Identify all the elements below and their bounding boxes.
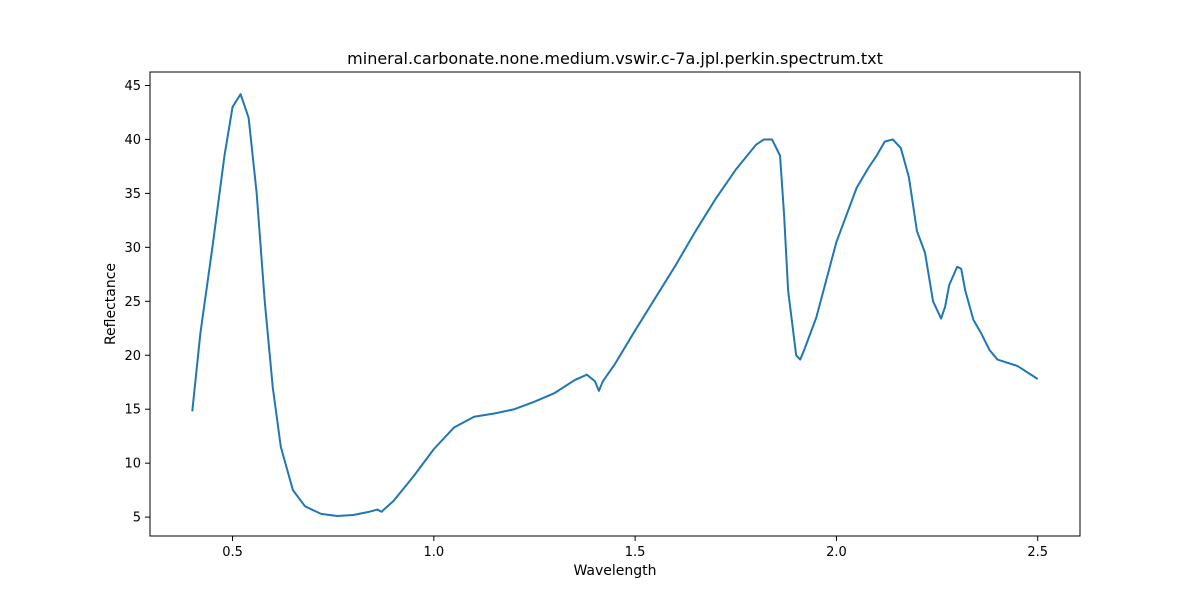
y-tick-label: 35 [124,187,141,202]
y-tick-label: 20 [124,349,141,364]
y-axis: 5 10 15 20 25 30 35 40 45 [124,79,150,526]
plot-area [191,93,1039,518]
y-tick-label: 5 [133,511,141,526]
x-tick-label: 1.5 [625,545,646,560]
series-line-0 [191,93,1039,518]
y-axis-label: Reflectance [103,263,119,345]
y-tick-label: 10 [124,457,141,472]
y-tick-label: 15 [124,403,141,418]
x-tick-label: 2.5 [1027,545,1048,560]
y-tick-label: 40 [124,133,141,148]
y-tick-label: 45 [124,79,141,94]
y-tick-label: 30 [124,241,141,256]
x-axis-label: Wavelength [573,563,656,579]
chart-title: mineral.carbonate.none.medium.vswir.c-7a… [347,49,883,68]
x-tick-label: 0.5 [222,545,243,560]
x-tick-label: 2.0 [826,545,847,560]
x-axis: 0.5 1.0 1.5 2.0 2.5 [222,536,1048,560]
x-tick-label: 1.0 [423,545,444,560]
plot-frame [149,71,1081,537]
y-tick-label: 25 [124,295,141,310]
